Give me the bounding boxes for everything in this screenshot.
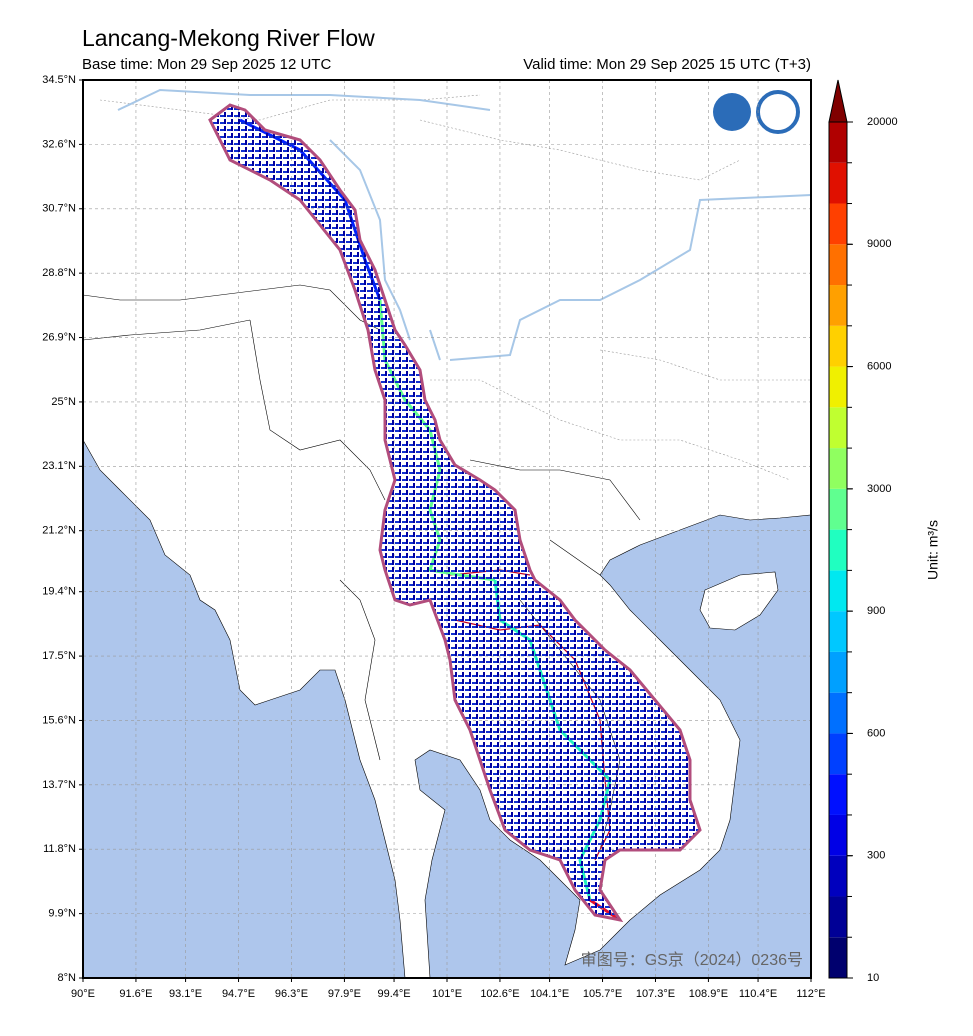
lon-tick-label: 102.6°E xyxy=(480,988,519,1000)
colorbar-frame xyxy=(828,121,848,979)
colorbar-segment xyxy=(829,244,847,286)
colorbar-tick-label: 9000 xyxy=(867,238,891,250)
lat-tick-label: 9.9°N xyxy=(48,908,76,920)
lat-tick-label: 23.1°N xyxy=(42,460,76,472)
ocean-east xyxy=(414,514,812,979)
lat-tick-label: 11.8°N xyxy=(43,843,76,855)
colorbar-segment xyxy=(829,529,847,571)
colorbar-segment xyxy=(829,366,847,408)
lon-tick-label: 90°E xyxy=(71,988,95,1000)
lon-tick-label: 96.3°E xyxy=(275,988,308,1000)
colorbar-segment xyxy=(829,570,847,612)
colorbar-segment xyxy=(829,733,847,775)
lon-tick-label: 105.7°E xyxy=(583,988,622,1000)
colorbar-tick-label: 600 xyxy=(867,727,885,739)
lon-tick-label: 101°E xyxy=(432,988,462,1000)
colorbar-segment xyxy=(829,488,847,530)
lat-tick-label: 25°N xyxy=(51,396,76,408)
colorbar-tick-label: 300 xyxy=(867,850,885,862)
watermark: 审图号：GS京（2024）0236号 xyxy=(581,951,803,969)
lon-tick-label: 110.4°E xyxy=(739,988,777,1000)
colorbar-tick-label: 10 xyxy=(867,972,879,984)
colorbar-tick-label: 900 xyxy=(867,605,885,617)
lon-tick-label: 107.3°E xyxy=(636,988,675,1000)
colorbar-segment xyxy=(829,448,847,489)
lat-tick-label: 17.5°N xyxy=(42,650,76,662)
colorbar-segment xyxy=(829,814,847,856)
other-rivers xyxy=(117,88,812,361)
colorbar-tick-label: 3000 xyxy=(867,483,891,495)
lon-tick-label: 104.1°E xyxy=(530,988,569,1000)
title: Lancang-Mekong River Flow xyxy=(82,25,375,51)
colorbar-segment xyxy=(829,774,847,815)
lat-tick-label: 8°N xyxy=(58,972,77,984)
colorbar-segment xyxy=(829,611,847,652)
lat-tick-label: 30.7°N xyxy=(42,203,76,215)
colorbar-segment xyxy=(829,285,847,326)
lon-tick-label: 112°E xyxy=(796,988,825,1000)
colorbar-segment xyxy=(829,162,847,204)
colorbar-segment xyxy=(829,203,847,245)
cma-logo xyxy=(756,90,800,134)
ocean-west xyxy=(82,438,406,979)
borders xyxy=(82,284,641,851)
lat-tick-label: 32.6°N xyxy=(42,138,76,150)
colorbar-segment xyxy=(829,896,847,938)
lat-tick-label: 28.8°N xyxy=(42,267,76,279)
colorbar-extension xyxy=(828,79,848,123)
colorbar-tick-label: 20000 xyxy=(867,116,898,128)
colorbar-segment xyxy=(829,407,847,449)
lat-tick-label: 19.4°N xyxy=(42,586,76,598)
colorbar-segment xyxy=(829,937,847,978)
lon-tick-label: 108.9°E xyxy=(689,988,728,1000)
colorbar-unit: Unit: m³/s xyxy=(925,520,941,580)
lon-tick-label: 93.1°E xyxy=(169,988,202,1000)
colorbar-segment xyxy=(829,855,847,897)
colorbar-segment xyxy=(829,651,847,693)
colorbar-segment xyxy=(829,692,847,734)
lat-tick-label: 15.6°N xyxy=(42,714,76,726)
colorbar-segment xyxy=(829,325,847,367)
lat-tick-label: 34.5°N xyxy=(42,74,76,86)
provincial-borders xyxy=(99,94,811,481)
colorbar-tick-label: 6000 xyxy=(867,360,891,372)
lon-tick-label: 94.7°E xyxy=(222,988,255,1000)
lat-tick-label: 13.7°N xyxy=(42,779,76,791)
lon-tick-label: 91.6°E xyxy=(119,988,152,1000)
lon-tick-label: 97.9°E xyxy=(328,988,361,1000)
basin-outline xyxy=(208,103,702,923)
wmo-logo xyxy=(713,93,751,131)
lat-tick-label: 21.2°N xyxy=(42,525,76,537)
valid-time: Valid time: Mon 29 Sep 2025 15 UTC (T+3) xyxy=(523,56,811,73)
map: 审图号：GS京（2024）0236号 xyxy=(82,79,812,979)
lon-tick-label: 99.4°E xyxy=(377,988,410,1000)
base-time: Base time: Mon 29 Sep 2025 12 UTC xyxy=(82,56,331,73)
colorbar-segment xyxy=(829,122,847,163)
lat-tick-label: 26.9°N xyxy=(42,331,76,343)
hainan xyxy=(699,571,779,631)
